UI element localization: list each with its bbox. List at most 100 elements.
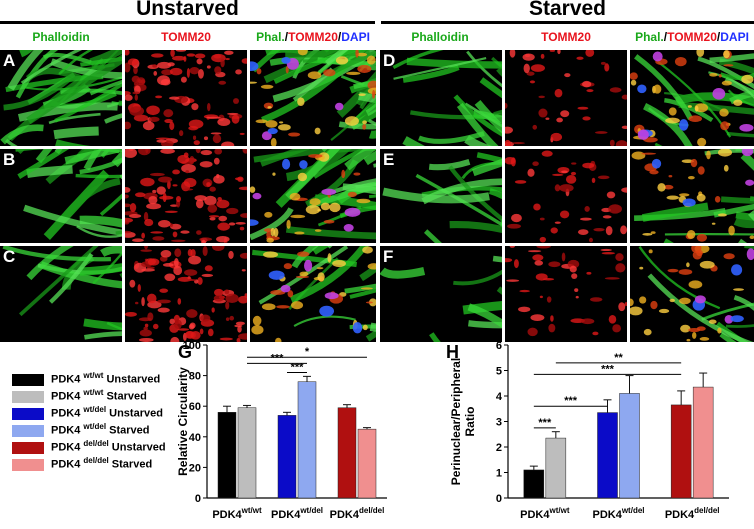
micrograph-image (250, 50, 376, 146)
panel-letter: C (3, 247, 16, 266)
merge-dapi-label: DAPI (341, 30, 370, 44)
col-label-tomm20-starved: TOMM20 (541, 30, 591, 44)
micrograph-image (392, 50, 502, 146)
bar-wt-del-unstarved (277, 415, 297, 499)
micrograph-image (380, 255, 502, 342)
y-tick-label: 0 (496, 493, 502, 505)
x-category-label: PDK4wt/wt (520, 506, 570, 521)
legend-entry: PDK4 del/del Starved (12, 456, 182, 473)
col-label-merge-starved: Phal./TOMM20/DAPI (630, 30, 754, 44)
merge-phal-label: Phal. (256, 30, 285, 44)
y-tick-label: 60 (189, 401, 201, 413)
bar-del-del-starved (692, 386, 714, 499)
legend-label: PDK4 wt/wt Starved (51, 388, 147, 403)
panel-letter: F (383, 247, 394, 266)
micrograph-image (630, 246, 754, 342)
chart-g-circularity: 0 20 40 60 80 100 Relative Circularity PDK4wt/w… (176, 340, 387, 521)
legend-label: PDK4 wt/wt Unstarved (51, 371, 161, 386)
micrograph-image (505, 50, 627, 146)
legend-swatch (12, 391, 44, 403)
unstarved-header-rule (0, 21, 375, 24)
legend-swatch (12, 374, 44, 386)
starved-header: Starved (528, 0, 607, 20)
micrograph-merge-unstarved-row2 (250, 149, 376, 243)
panel-letter: D (383, 51, 396, 70)
significance-label: *** (271, 352, 285, 364)
col-label-phalloidin-starved: Phalloidin (411, 30, 469, 44)
micrograph-image (2, 246, 122, 340)
legend-label: PDK4 wt/del Unstarved (51, 405, 163, 420)
bar-wt-wt-starved (545, 437, 567, 499)
legend: PDK4 wt/wt Unstarved PDK4 wt/wt Starved PD… (12, 371, 182, 473)
col-label-phalloidin-unstarved: Phalloidin (32, 30, 90, 44)
micrograph-merge-starved-row2 (630, 149, 754, 243)
micrograph-tomm20-starved-row3 (505, 246, 627, 342)
micrograph-image (250, 149, 376, 243)
merge-phal-label: Phal. (635, 30, 664, 44)
micrograph-image (125, 149, 247, 243)
y-tick-label: 4 (496, 391, 503, 403)
significance-label: ** (614, 352, 623, 364)
x-category-label: PDK4wt/del (271, 506, 323, 521)
micrograph-merge-starved-row3 (630, 246, 754, 342)
bar-wt-del-starved (619, 393, 640, 499)
micrograph-image (382, 152, 502, 243)
micrograph-phalloidin-unstarved-row1: A (0, 50, 122, 146)
micrograph-image (125, 50, 247, 146)
y-tick-label: 5 (496, 366, 502, 378)
col-label-tomm20-unstarved: TOMM20 (161, 30, 211, 44)
merge-sep-1: / (663, 30, 668, 44)
y-tick-label: 40 (189, 432, 201, 444)
micrograph-tomm20-starved-row1 (505, 50, 627, 146)
merge-tomm-label: TOMM20 (288, 30, 338, 44)
y-tick-label: 3 (496, 417, 502, 429)
micrograph-phalloidin-unstarved-row2: B (0, 149, 122, 243)
merge-sep-2: / (716, 30, 721, 44)
bar-wt-del-starved (297, 381, 317, 499)
legend-swatch (12, 459, 44, 471)
starved-header-rule (381, 21, 754, 24)
y-axis-label: Relative Circularity (176, 367, 190, 476)
micrograph-image (251, 246, 376, 342)
panel-letter: H (446, 342, 459, 362)
micrograph-phalloidin-starved-row3: F (380, 246, 502, 342)
legend-swatch (12, 442, 44, 454)
bar-del-del-unstarved (670, 404, 692, 499)
micrograph-phalloidin-starved-row2: E (380, 149, 502, 243)
significance-label: * (305, 346, 310, 358)
legend-label: PDK4 del/del Starved (51, 456, 153, 471)
micrograph-image (15, 149, 122, 240)
y-tick-label: 100 (183, 340, 201, 352)
panel-letter: B (3, 150, 16, 169)
bar-del-del-starved (357, 428, 377, 499)
micrograph-tomm20-unstarved-row1 (125, 50, 247, 146)
bar-wt-wt-unstarved (217, 412, 237, 499)
merge-sep-1: / (284, 30, 289, 44)
x-category-label: PDK4wt/del (592, 506, 644, 521)
micrograph-image (630, 50, 754, 146)
y-tick-label: 20 (189, 462, 201, 474)
legend-entry: PDK4 wt/wt Unstarved (12, 371, 182, 388)
y-tick-label: 0 (195, 493, 201, 505)
y-tick-label: 1 (496, 468, 502, 480)
micrograph-image (0, 50, 122, 146)
micrograph-merge-unstarved-row1 (250, 50, 376, 146)
y-axis-label-line1: Perinuclear/Peripheral (449, 358, 463, 485)
significance-label: *** (291, 362, 305, 374)
micrograph-image (505, 150, 627, 243)
y-tick-label: 6 (496, 340, 502, 352)
panel-letter: E (383, 150, 395, 169)
legend-label: PDK4 del/del Unstarved (51, 439, 166, 454)
unstarved-header: Unstarved (136, 0, 239, 20)
y-tick-label: 2 (496, 442, 502, 454)
significance-label: *** (538, 417, 552, 429)
micrograph-tomm20-unstarved-row3 (125, 246, 247, 342)
legend-entry: PDK4 wt/wt Starved (12, 388, 182, 405)
legend-entry: PDK4 wt/del Unstarved (12, 405, 182, 422)
x-category-label: PDK4wt/wt (212, 506, 262, 521)
merge-sep-2: / (337, 30, 342, 44)
bar-wt-wt-unstarved (523, 469, 545, 499)
y-tick-label: 80 (189, 371, 201, 383)
bar-del-del-unstarved (337, 407, 357, 499)
chart-h-perinuclear-ratio: 0 1 2 3 4 5 6 Perinuclear/Peripheral Ratio PDK4wt… (446, 340, 729, 521)
